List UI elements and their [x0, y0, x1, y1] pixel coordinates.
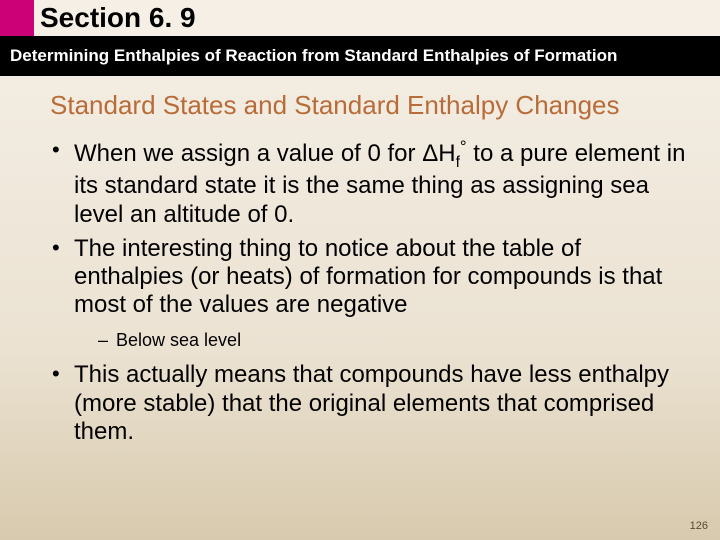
bullet-2: The interesting thing to notice about th… [50, 235, 690, 352]
bullet-3-text: This actually means that compounds have … [74, 361, 669, 445]
bullet-1: When we assign a value of 0 for ΔHf° to … [50, 137, 690, 229]
sub-bullet-1-text: Below sea level [116, 330, 241, 350]
subtitle-text: Determining Enthalpies of Reaction from … [10, 46, 617, 66]
formula-h: H [438, 140, 455, 167]
bullet-1-pre: When we assign a value of 0 for [74, 140, 422, 167]
formula-sub: f [456, 154, 460, 171]
formula-sup: ° [460, 137, 467, 156]
bullet-2-text: The interesting thing to notice about th… [74, 235, 662, 319]
header-bar: Section 6. 9 Determining Enthalpies of R… [0, 0, 720, 76]
slide: Section 6. 9 Determining Enthalpies of R… [0, 0, 720, 540]
content-area: Standard States and Standard Enthalpy Ch… [50, 90, 690, 452]
slide-title: Standard States and Standard Enthalpy Ch… [50, 90, 690, 121]
bullet-3: This actually means that compounds have … [50, 361, 690, 446]
formula-delta-hf: ΔHf° [422, 140, 466, 167]
sub-bullet-1: Below sea level [98, 330, 690, 352]
formula-delta: Δ [422, 140, 438, 167]
section-label: Section 6. 9 [40, 2, 196, 34]
subtitle-bar: Determining Enthalpies of Reaction from … [0, 36, 720, 76]
accent-box [0, 0, 34, 36]
page-number: 126 [690, 520, 708, 532]
bullet-list: When we assign a value of 0 for ΔHf° to … [50, 137, 690, 446]
sub-bullet-list: Below sea level [74, 330, 690, 352]
